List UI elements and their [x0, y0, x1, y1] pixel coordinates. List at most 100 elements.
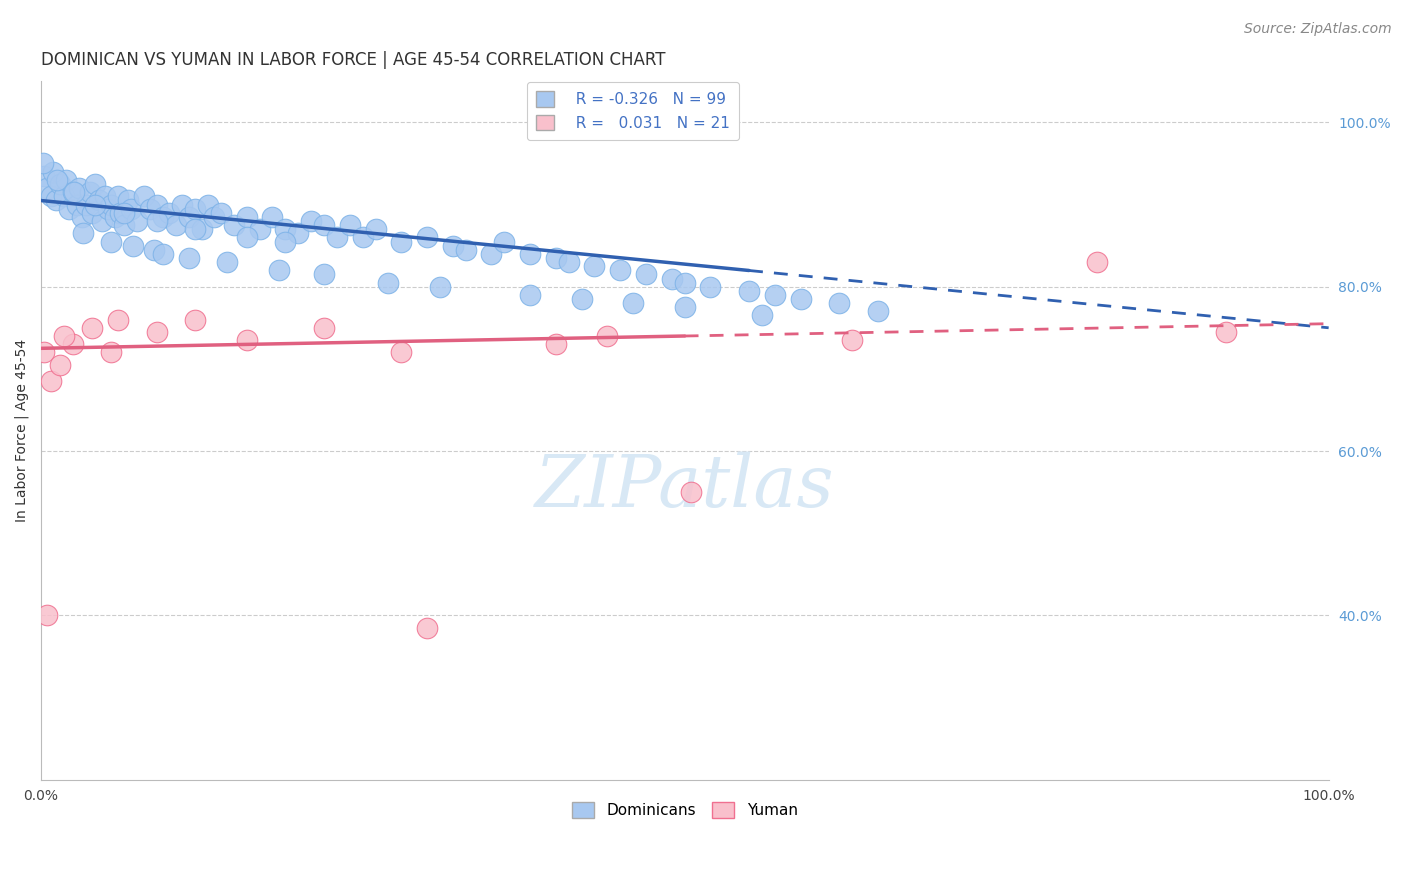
- Point: [35, 181, 58, 195]
- Point: [828, 296, 851, 310]
- Point: [107, 312, 129, 326]
- Point: [79, 186, 101, 200]
- Point: [429, 279, 451, 293]
- Point: [621, 296, 644, 310]
- Point: [544, 337, 567, 351]
- Point: [66, 197, 89, 211]
- Point: [55, 173, 77, 187]
- Point: [34, 345, 56, 359]
- Point: [49, 177, 72, 191]
- Point: [67, 181, 90, 195]
- Point: [42, 164, 65, 178]
- Point: [222, 218, 245, 232]
- Point: [190, 222, 212, 236]
- Text: Source: ZipAtlas.com: Source: ZipAtlas.com: [1244, 22, 1392, 37]
- Point: [673, 276, 696, 290]
- Point: [789, 292, 811, 306]
- Text: ZIPatlas: ZIPatlas: [534, 451, 834, 522]
- Point: [94, 189, 117, 203]
- Point: [49, 358, 72, 372]
- Point: [441, 238, 464, 252]
- Point: [82, 320, 104, 334]
- Point: [416, 230, 439, 244]
- Point: [673, 300, 696, 314]
- Point: [209, 206, 232, 220]
- Point: [70, 210, 93, 224]
- Point: [143, 243, 166, 257]
- Point: [177, 210, 200, 224]
- Point: [91, 214, 114, 228]
- Point: [145, 214, 167, 228]
- Point: [841, 333, 863, 347]
- Point: [112, 218, 135, 232]
- Point: [157, 206, 180, 220]
- Point: [339, 218, 361, 232]
- Point: [312, 320, 335, 334]
- Point: [52, 329, 75, 343]
- Point: [75, 197, 97, 211]
- Point: [39, 374, 62, 388]
- Point: [100, 235, 122, 249]
- Legend: Dominicans, Yuman: Dominicans, Yuman: [565, 796, 804, 824]
- Point: [62, 186, 84, 200]
- Point: [100, 345, 122, 359]
- Point: [165, 218, 187, 232]
- Point: [58, 202, 80, 216]
- Point: [249, 222, 271, 236]
- Point: [117, 194, 139, 208]
- Point: [751, 309, 773, 323]
- Point: [112, 206, 135, 220]
- Point: [326, 230, 349, 244]
- Point: [104, 210, 127, 224]
- Point: [107, 189, 129, 203]
- Point: [609, 263, 631, 277]
- Point: [866, 304, 889, 318]
- Point: [45, 194, 67, 208]
- Point: [204, 210, 226, 224]
- Point: [132, 189, 155, 203]
- Point: [184, 222, 207, 236]
- Point: [557, 255, 579, 269]
- Point: [262, 210, 284, 224]
- Point: [152, 247, 174, 261]
- Point: [82, 206, 104, 220]
- Point: [377, 276, 399, 290]
- Point: [122, 238, 145, 252]
- Point: [97, 202, 120, 216]
- Point: [699, 279, 721, 293]
- Point: [389, 235, 412, 249]
- Y-axis label: In Labor Force | Age 45-54: In Labor Force | Age 45-54: [15, 339, 30, 522]
- Point: [681, 485, 703, 500]
- Point: [145, 197, 167, 211]
- Point: [83, 197, 105, 211]
- Point: [274, 235, 297, 249]
- Point: [634, 268, 657, 282]
- Point: [287, 227, 309, 241]
- Point: [494, 235, 516, 249]
- Point: [738, 284, 761, 298]
- Point: [72, 227, 94, 241]
- Point: [235, 230, 257, 244]
- Point: [197, 197, 219, 211]
- Point: [110, 206, 132, 220]
- Point: [416, 621, 439, 635]
- Point: [32, 156, 55, 170]
- Point: [152, 210, 174, 224]
- Point: [544, 251, 567, 265]
- Point: [454, 243, 477, 257]
- Point: [1215, 325, 1237, 339]
- Point: [139, 202, 162, 216]
- Point: [299, 214, 322, 228]
- Point: [172, 197, 194, 211]
- Point: [177, 251, 200, 265]
- Point: [364, 222, 387, 236]
- Point: [127, 214, 149, 228]
- Point: [596, 329, 619, 343]
- Point: [274, 222, 297, 236]
- Point: [267, 263, 290, 277]
- Point: [481, 247, 503, 261]
- Point: [35, 608, 58, 623]
- Point: [583, 259, 606, 273]
- Point: [63, 186, 86, 200]
- Point: [46, 173, 69, 187]
